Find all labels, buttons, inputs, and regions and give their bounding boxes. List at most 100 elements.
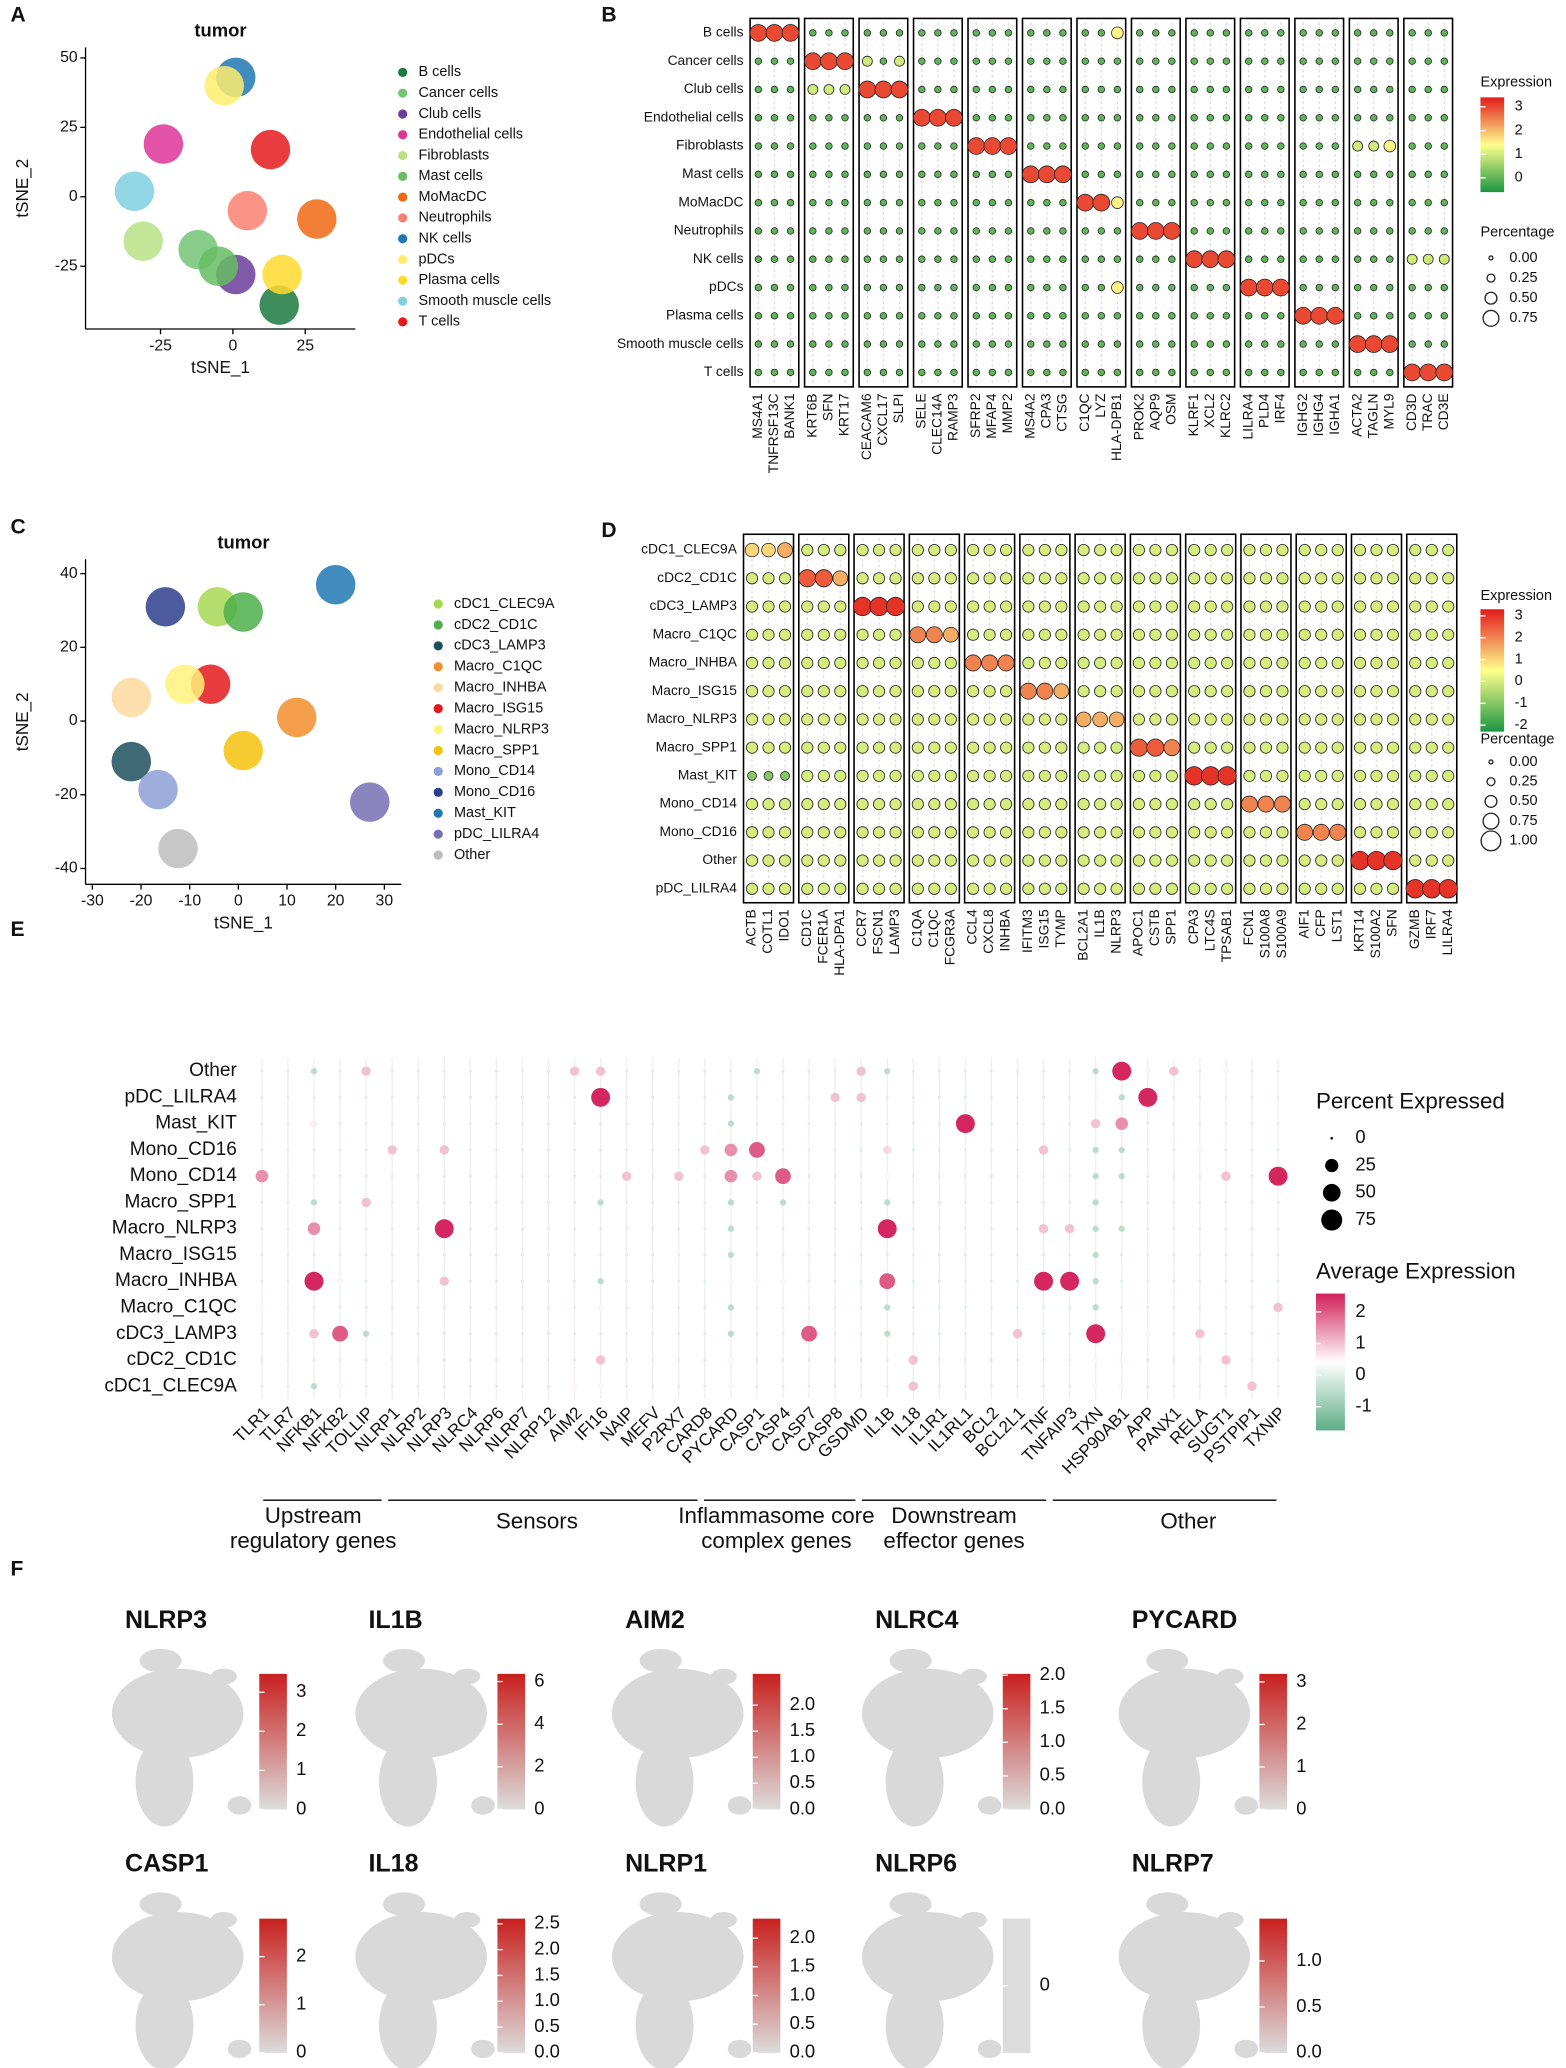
cluster — [114, 171, 155, 211]
dot — [863, 198, 872, 207]
dot — [781, 24, 800, 42]
dot — [1315, 85, 1323, 94]
dot — [989, 1227, 994, 1231]
dot — [988, 198, 997, 207]
dot — [312, 1358, 316, 1362]
dot — [834, 854, 847, 867]
dot — [1094, 685, 1107, 698]
dot — [520, 1384, 525, 1388]
legend-title: Average Expression — [1316, 1258, 1516, 1283]
dot — [1206, 85, 1214, 94]
dot — [1149, 798, 1162, 811]
dot — [1440, 57, 1448, 65]
dot — [1250, 1148, 1254, 1152]
dot — [1092, 1356, 1099, 1364]
dot — [1041, 1122, 1046, 1126]
dot — [972, 170, 980, 179]
dot — [1198, 1358, 1202, 1362]
colorbar-label: 2 — [534, 1755, 544, 1776]
dot — [1041, 1069, 1046, 1073]
dot — [338, 1227, 342, 1231]
dot — [770, 368, 779, 377]
dot — [937, 1122, 941, 1126]
dot — [390, 1227, 394, 1231]
dot — [1198, 1384, 1202, 1388]
dot — [1422, 253, 1434, 265]
dot — [1055, 544, 1068, 557]
dot — [1038, 882, 1051, 895]
dot — [1097, 142, 1106, 150]
dot — [1138, 1087, 1158, 1107]
dot — [1168, 340, 1176, 348]
gene-label: TYMP — [1052, 909, 1068, 947]
dot — [1277, 170, 1285, 179]
dot — [338, 1174, 342, 1178]
colorbar-label: 2 — [1296, 1712, 1306, 1733]
dot — [1092, 193, 1111, 212]
dot — [442, 1069, 446, 1073]
colorbar-label: 2.0 — [1040, 1663, 1066, 1684]
size-label: 0.75 — [1509, 310, 1537, 326]
dot — [944, 854, 957, 867]
dot — [967, 741, 980, 754]
dot — [442, 1095, 446, 1100]
dot — [1136, 57, 1144, 65]
dot — [1055, 769, 1068, 782]
colorbar-label: 0 — [1355, 1363, 1365, 1384]
dot — [786, 340, 795, 348]
feature-map — [1118, 1892, 1259, 2068]
dot — [1261, 29, 1269, 37]
dot — [1165, 769, 1178, 782]
dot — [1059, 312, 1067, 320]
dot — [745, 656, 759, 670]
dot — [1331, 227, 1339, 235]
colorbar — [259, 1673, 287, 1810]
row-label: cDC1_CLEC9A — [641, 541, 738, 557]
dot — [873, 685, 886, 698]
colorbar-label: 0.0 — [1040, 1797, 1066, 1818]
dot — [1353, 628, 1367, 641]
colorbar-label: 6 — [534, 1669, 544, 1690]
dot — [1353, 29, 1362, 37]
dot — [801, 685, 814, 698]
dot — [1353, 255, 1362, 263]
dot — [364, 1384, 368, 1388]
dot — [677, 1384, 681, 1388]
dot — [781, 1148, 785, 1152]
dot — [983, 628, 996, 641]
dot — [937, 1332, 941, 1336]
dot — [817, 854, 830, 867]
gene-label: ISG15 — [1036, 909, 1052, 948]
dot — [1120, 1305, 1124, 1310]
dot — [1353, 685, 1367, 698]
dot — [677, 1279, 681, 1283]
dot — [786, 198, 795, 207]
dot — [1442, 685, 1455, 698]
dot — [338, 1253, 342, 1257]
dot — [1277, 227, 1285, 235]
gene-label: MS4A2 — [1021, 393, 1037, 438]
dot — [1261, 170, 1269, 179]
gene-label: SFRP2 — [967, 393, 983, 437]
dot — [1386, 600, 1400, 613]
dot — [1315, 198, 1323, 207]
legend-swatch — [398, 109, 408, 119]
dot — [1198, 1069, 1202, 1073]
size-label: 0.50 — [1509, 793, 1537, 809]
dot — [1004, 368, 1013, 377]
dot — [752, 1171, 762, 1181]
size-label: 0.50 — [1509, 290, 1537, 306]
map-shape — [1234, 2039, 1259, 2059]
dot — [390, 1253, 394, 1257]
dot — [700, 1145, 710, 1155]
colorbar — [1315, 1293, 1345, 1431]
dot — [468, 1122, 472, 1126]
dot — [677, 1200, 681, 1205]
dot — [955, 1114, 975, 1134]
legend-swatch — [433, 829, 443, 839]
dot — [572, 1148, 577, 1152]
dot — [1353, 600, 1367, 613]
dot — [1168, 170, 1176, 179]
dot — [651, 1200, 655, 1205]
dot — [1206, 283, 1214, 292]
